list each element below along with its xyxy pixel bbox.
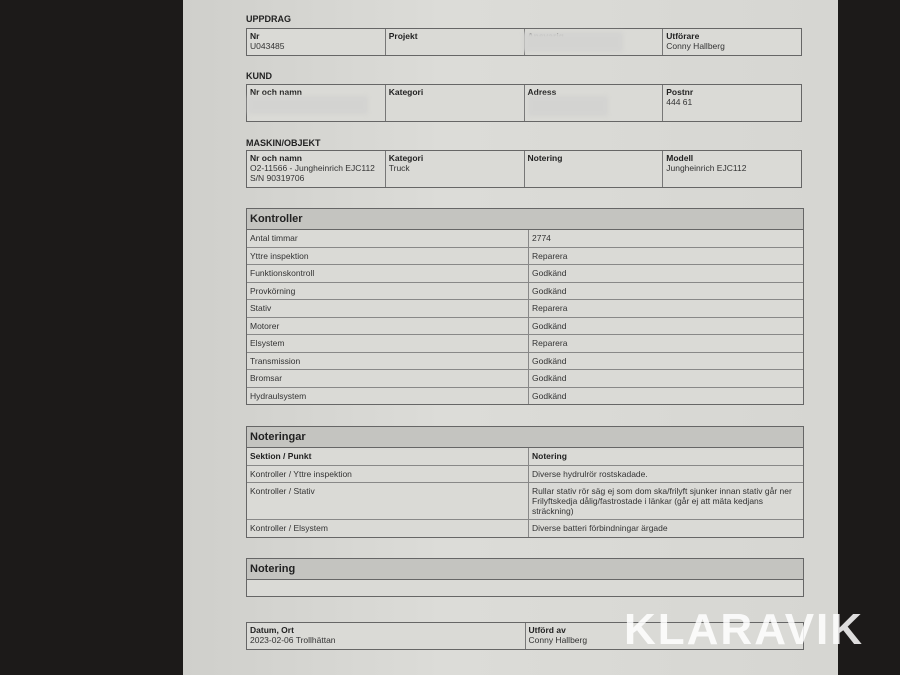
field-cell: Kategori xyxy=(386,85,525,121)
field-value: 444 61 xyxy=(666,97,693,107)
field-cell: Postnr 444 61 xyxy=(663,85,801,121)
notering-box: Notering xyxy=(246,558,804,597)
kontroller-title: Kontroller xyxy=(247,209,803,230)
table-row: Yttre inspektion Reparera xyxy=(247,247,803,265)
notering-value xyxy=(247,580,803,596)
noteringar-table: Noteringar Sektion / Punkt Notering Kont… xyxy=(246,426,804,538)
field-label: Adress xyxy=(527,87,557,97)
row-label: Provkörning xyxy=(247,282,529,299)
field-cell: Nr och namn xyxy=(247,85,386,121)
row-label: Kontroller / Elsystem xyxy=(247,520,529,537)
section-title-uppdrag: UPPDRAG xyxy=(246,14,292,24)
table-row: Stativ Reparera xyxy=(247,300,803,318)
row-value: Reparera xyxy=(532,250,568,261)
field-value: Truck xyxy=(388,163,410,173)
row-value: 2774 xyxy=(532,233,551,243)
field-cell: Projekt xyxy=(386,29,525,55)
field-value: 2023-02-06 Trollhättan xyxy=(250,635,336,645)
row-label: Stativ xyxy=(247,300,529,317)
row-value: Godkänd xyxy=(532,268,567,278)
field-cell: Nr U043485 xyxy=(247,29,386,55)
field-cell: Nr och namn O2-11566 - Jungheinrich EJC11… xyxy=(247,151,386,187)
section-title-kund: KUND xyxy=(246,71,272,81)
maskin-box: Nr och namn O2-11566 - Jungheinrich EJC11… xyxy=(246,150,802,188)
column-header: Sektion / Punkt xyxy=(247,448,529,465)
table-row: Kontroller / Elsystem Diverse batteri för… xyxy=(247,520,803,537)
field-cell: Adress xyxy=(525,85,664,121)
field-label: Utförare xyxy=(666,31,700,41)
field-cell: Notering xyxy=(525,151,664,187)
field-label: Projekt xyxy=(388,31,418,41)
watermark-logo: KLARAVIK xyxy=(624,605,865,654)
field-value: U043485 xyxy=(250,41,285,51)
row-label: Elsystem xyxy=(247,335,529,352)
field-value: Conny Hallberg xyxy=(528,635,588,645)
kund-box: Nr och namn Kategori Adress Postnr 444 61 xyxy=(246,84,802,122)
section-title-maskin: MASKIN/OBJEKT xyxy=(246,138,321,148)
row-value: Reparera xyxy=(532,303,568,313)
row-value: Godkänd xyxy=(532,390,567,401)
field-value: Conny Hallberg xyxy=(666,41,725,51)
footer-box: Datum, Ort 2023-02-06 Trollhättan Utförd a… xyxy=(246,622,804,650)
field-cell: Datum, Ort 2023-02-06 Trollhättan xyxy=(247,623,526,649)
table-row: Kontroller / Yttre inspektion Diverse hyd… xyxy=(247,465,803,483)
row-value: Diverse hydrulrör rostskadade. xyxy=(532,468,648,479)
field-value: Jungheinrich EJC112 xyxy=(666,163,747,173)
notering-title: Notering xyxy=(247,559,803,580)
field-label: Nr xyxy=(250,31,260,41)
field-cell: Kategori Truck xyxy=(386,151,525,187)
row-label: Kontroller / Stativ xyxy=(247,483,529,519)
field-cell: Utförd av Conny Hallberg xyxy=(526,623,804,649)
table-row: Funktionskontroll Godkänd xyxy=(247,265,803,283)
field-label: Kategori xyxy=(388,153,424,163)
row-label: Antal timmar xyxy=(247,230,529,247)
field-label: Notering xyxy=(527,153,563,163)
field-cell: Utförare Conny Hallberg xyxy=(663,29,801,55)
row-value: Godkänd xyxy=(532,320,567,331)
row-label: Yttre inspektion xyxy=(247,247,529,264)
row-label: Bromsar xyxy=(247,370,529,387)
row-label: Funktionskontroll xyxy=(247,265,529,282)
row-label: Hydraulsystem xyxy=(247,387,529,404)
field-label: Datum, Ort xyxy=(250,625,294,635)
row-label: Transmission xyxy=(247,352,529,369)
table-row: Elsystem Reparera xyxy=(247,335,803,353)
table-row: Transmission Godkänd xyxy=(247,352,803,370)
row-value: Rullar stativ rör säg ej som dom ska/fri… xyxy=(532,486,792,516)
row-label: Kontroller / Yttre inspektion xyxy=(247,465,529,482)
field-label: Kategori xyxy=(388,87,424,97)
field-value: O2-11566 - Jungheinrich EJC112 S/N 90319… xyxy=(250,163,375,183)
field-label: Utförd av xyxy=(528,625,566,635)
table-row: Provkörning Godkänd xyxy=(247,282,803,300)
field-label: Nr och namn xyxy=(250,87,302,97)
row-label: Motorer xyxy=(247,317,529,334)
row-value: Godkänd xyxy=(532,373,567,383)
table-row: Antal timmar 2774 xyxy=(247,230,803,248)
table-row: Hydraulsystem Godkänd xyxy=(247,387,803,404)
field-cell: Modell Jungheinrich EJC112 xyxy=(663,151,801,187)
row-value: Godkänd xyxy=(532,285,567,296)
table-row: Motorer Godkänd xyxy=(247,317,803,335)
table-row: Bromsar Godkänd xyxy=(247,370,803,388)
field-label: Modell xyxy=(666,153,694,163)
noteringar-header-row: Sektion / Punkt Notering xyxy=(247,448,803,466)
row-value: Godkänd xyxy=(532,355,567,366)
document-page: UPPDRAG NrU043485ProjektAnsvarigUtförare… xyxy=(183,0,838,675)
kontroller-table: Kontroller Antal timmar 2774 Yttre inspekt… xyxy=(246,208,804,405)
table-row: Kontroller / Stativ Rullar stativ rör säg… xyxy=(247,483,803,520)
field-label: Nr och namn xyxy=(250,153,302,163)
column-header: Notering xyxy=(532,451,567,461)
row-value: Reparera xyxy=(532,338,568,348)
row-value: Diverse batteri förbindningar ärgade xyxy=(532,523,668,533)
field-label: Postnr xyxy=(666,87,694,97)
noteringar-title: Noteringar xyxy=(247,427,803,448)
